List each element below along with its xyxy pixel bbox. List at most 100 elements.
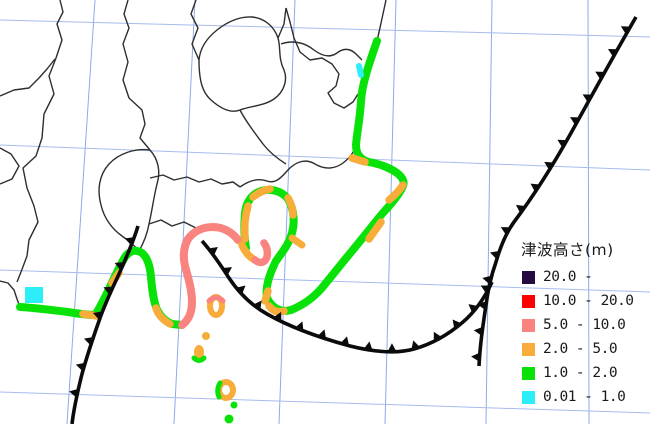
boundary-line — [0, 147, 20, 185]
graticule-meridian — [173, 0, 196, 424]
boundary-line — [190, 0, 200, 61]
legend-row: 1.0 - 2.0 — [519, 361, 634, 385]
legend-swatch-5-10m — [522, 318, 535, 332]
legend-label: 10.0 - 20.0 — [543, 293, 634, 309]
trench-tooth — [411, 340, 420, 350]
trench-tooth — [103, 286, 114, 295]
graticule-meridian — [66, 0, 96, 424]
boundary-line — [0, 58, 56, 97]
island-oshima-north-arc — [206, 295, 226, 304]
legend-label: 2.0 - 5.0 — [543, 341, 618, 357]
tsunami-legend: 津波高さ(m) 20.0 - 10.0 - 20.0 5.0 - 10.0 2.… — [519, 238, 634, 409]
legend-row: 0.01 - 1.0 — [519, 385, 634, 409]
legend-row: 10.0 - 20.0 — [519, 289, 634, 313]
boundary-line — [0, 280, 21, 308]
trench-tooth — [452, 319, 462, 329]
legend-label: 0.01 - 1.0 — [543, 389, 626, 405]
trench-tooth — [222, 267, 233, 276]
trench-tooth — [468, 304, 478, 314]
trench-line-suruga-nankai-trough — [70, 225, 140, 424]
tsunami-coast-orange — [152, 304, 174, 328]
trench-tooth — [473, 326, 483, 336]
tsunami-coast-orange — [288, 234, 306, 249]
legend-row: 2.0 - 5.0 — [519, 337, 634, 361]
trench-tooth — [557, 139, 568, 148]
trench-tooth — [75, 362, 86, 372]
trench-tooth — [92, 311, 103, 320]
trench-tooth — [607, 48, 618, 58]
graticule-meridian — [485, 0, 493, 424]
tsunami-coast-green — [240, 37, 408, 315]
trench-tooth — [570, 117, 580, 126]
tsunami-coast-pink — [184, 223, 242, 244]
island-toshima — [202, 332, 210, 340]
graticule-meridian — [278, 0, 296, 424]
island-dot-south — [224, 414, 234, 424]
boundary-line — [198, 16, 287, 112]
trench-tooth — [363, 341, 373, 351]
trench-tooth — [471, 352, 480, 362]
trench-tooth — [69, 388, 79, 398]
tsunami-coast-orange — [79, 310, 101, 320]
island-niijima — [194, 345, 204, 359]
trench-tooth — [295, 321, 304, 331]
trench-tooth — [477, 301, 487, 311]
legend-row: 5.0 - 10.0 — [519, 313, 634, 337]
boundary-line — [149, 174, 241, 188]
trench-tooth — [114, 262, 125, 271]
tsunami-coast-orange — [365, 218, 385, 243]
tsunami-coast-orange — [240, 202, 252, 243]
boundary-line — [122, 0, 151, 151]
legend-swatch-2-5m — [522, 342, 535, 356]
legend-swatch-10-20m — [522, 294, 535, 308]
legend-swatch-1-2m — [522, 366, 535, 380]
island-dot — [230, 401, 238, 409]
boundary-line — [239, 141, 358, 188]
trench-tooth — [83, 336, 94, 346]
boundary-line — [98, 148, 151, 252]
trench-tooth — [208, 246, 218, 256]
graticule-parallel — [0, 19, 650, 38]
tsunami-coast-orange — [385, 181, 407, 204]
boundary-line — [277, 7, 287, 39]
island-niijima-south-arc — [191, 355, 207, 363]
lake-patch — [25, 287, 43, 303]
trench-tooth — [490, 250, 500, 260]
tsunami-coast-orange — [249, 185, 274, 201]
boundary-line — [376, 0, 387, 42]
legend-row: 20.0 - — [519, 265, 634, 289]
trench-tooth — [433, 331, 442, 342]
trench-tooth — [582, 94, 593, 103]
tsunami-coast-pink — [251, 239, 272, 267]
graticule-parallel — [0, 391, 650, 414]
tsunami-coast-orange — [284, 194, 297, 219]
legend-title: 津波高さ(m) — [521, 241, 614, 259]
trench-tooth — [595, 71, 605, 80]
trench-tooth — [253, 300, 262, 310]
boundary-line — [138, 149, 160, 252]
trench-tooth — [124, 237, 135, 246]
boundary-line — [285, 7, 359, 109]
boundary-line — [16, 0, 64, 283]
tsunami-coast-orange — [348, 154, 369, 166]
trench-line-sagami-trough — [200, 239, 494, 354]
tsunami-coast-pink — [178, 235, 196, 329]
trench-tooth — [482, 275, 492, 285]
coast-cyan-dash — [356, 63, 364, 78]
trench-tooth — [530, 183, 541, 193]
trench-tooth — [340, 336, 350, 346]
island-miyakejima-west-arc — [215, 380, 223, 400]
trench-tooth — [544, 161, 554, 171]
tsunami-coast-orange — [265, 302, 288, 316]
graticule-meridian — [587, 0, 590, 424]
boundary-line — [280, 41, 363, 61]
trench-tooth — [273, 311, 282, 322]
legend-label: 20.0 - — [543, 269, 593, 285]
tsunami-coast-orange — [261, 287, 272, 305]
graticule-parallel — [0, 144, 650, 171]
trench-tooth — [500, 227, 511, 236]
trench-tooth — [515, 204, 526, 214]
legend-swatch-20m — [522, 270, 535, 284]
